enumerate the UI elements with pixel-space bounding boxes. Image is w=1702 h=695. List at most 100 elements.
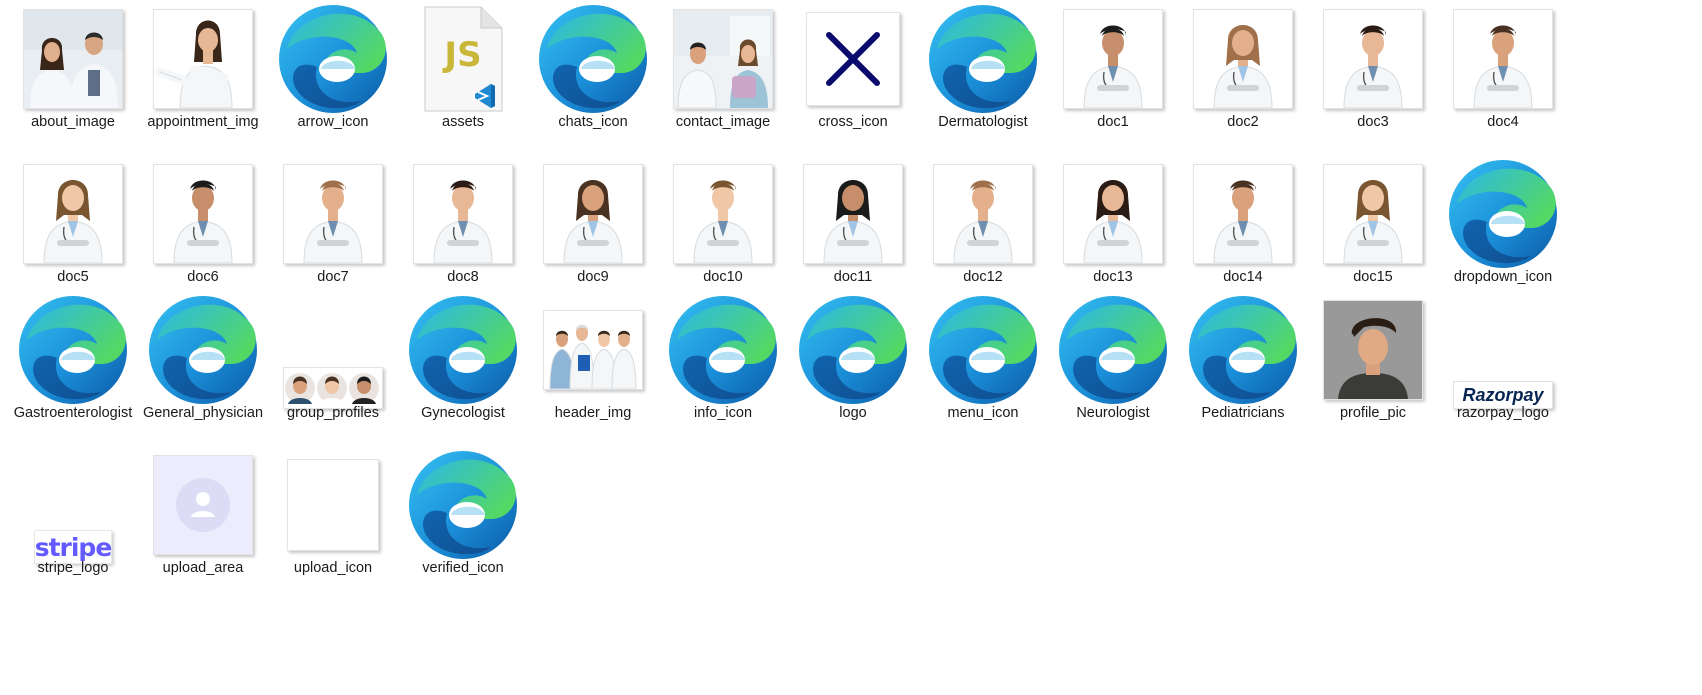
file-name-label: Dermatologist (938, 114, 1028, 130)
image-thumbnail (1453, 9, 1553, 109)
file-thumbnail (138, 291, 268, 409)
file-item[interactable]: dropdown_icon (1438, 155, 1568, 305)
image-thumbnail (23, 9, 123, 109)
file-item[interactable]: logo (788, 291, 918, 441)
file-item[interactable]: Dermatologist (918, 0, 1048, 150)
file-thumbnail (918, 291, 1048, 409)
file-thumbnail (1048, 291, 1178, 409)
file-thumbnail (8, 291, 138, 409)
upload-icon-thumbnail (287, 459, 379, 551)
file-item[interactable]: Gynecologist (398, 291, 528, 441)
edge-browser-icon (1057, 294, 1169, 406)
file-item[interactable]: upload_area (138, 446, 268, 596)
image-thumbnail (153, 9, 253, 109)
file-item[interactable]: doc12 (918, 155, 1048, 305)
file-item[interactable]: stripe stripe_logo (8, 446, 138, 596)
file-name-label: contact_image (675, 114, 771, 130)
file-name-label: upload_icon (293, 560, 373, 576)
razorpay-wordmark: Razorpay (1462, 384, 1544, 405)
file-item[interactable]: doc7 (268, 155, 398, 305)
file-name-label: General_physician (142, 405, 264, 421)
file-item[interactable]: header_img (528, 291, 658, 441)
file-item[interactable]: General_physician (138, 291, 268, 441)
file-name-label: header_img (554, 405, 632, 421)
file-item[interactable]: verified_icon (398, 446, 528, 596)
file-item[interactable]: doc3 (1308, 0, 1438, 150)
file-item[interactable]: profile_pic (1308, 291, 1438, 441)
edge-browser-icon (1447, 158, 1559, 270)
file-thumbnail (788, 155, 918, 273)
file-name-label: doc5 (57, 269, 89, 285)
file-name-label: verified_icon (422, 560, 504, 576)
file-thumbnail: JS (398, 0, 528, 118)
image-thumbnail (933, 164, 1033, 264)
edge-browser-icon (797, 294, 909, 406)
file-name-label: Neurologist (1076, 405, 1150, 421)
file-thumbnail (1308, 155, 1438, 273)
file-item[interactable]: Pediatricians (1178, 291, 1308, 441)
file-item[interactable]: cross_icon (788, 0, 918, 150)
file-thumbnail (268, 291, 398, 409)
javascript-file-icon: JS (423, 6, 503, 112)
file-name-label: doc4 (1487, 114, 1519, 130)
image-thumbnail (283, 164, 383, 264)
file-name-label: appointment_img (147, 114, 259, 130)
file-item[interactable]: about_image (8, 0, 138, 150)
file-thumbnail (528, 0, 658, 118)
file-item[interactable]: appointment_img (138, 0, 268, 150)
file-thumbnail (918, 155, 1048, 273)
image-thumbnail (543, 310, 643, 390)
file-item[interactable]: group_profiles (268, 291, 398, 441)
file-thumbnail (398, 155, 528, 273)
file-item[interactable]: doc2 (1178, 0, 1308, 150)
stripe-logo-thumbnail: stripe (34, 530, 112, 564)
image-thumbnail (543, 164, 643, 264)
cross-icon (806, 12, 900, 106)
file-item[interactable]: doc13 (1048, 155, 1178, 305)
file-item[interactable]: doc15 (1308, 155, 1438, 305)
image-thumbnail (673, 164, 773, 264)
file-thumbnail (268, 0, 398, 118)
file-item[interactable]: arrow_icon (268, 0, 398, 150)
file-thumbnail (658, 291, 788, 409)
file-item[interactable]: doc6 (138, 155, 268, 305)
file-item[interactable]: doc1 (1048, 0, 1178, 150)
file-thumbnail (528, 291, 658, 409)
file-name-label: doc15 (1353, 269, 1393, 285)
file-name-label: razorpay_logo (1457, 405, 1549, 421)
file-thumbnail (1178, 291, 1308, 409)
file-name-label: doc14 (1223, 269, 1263, 285)
file-item[interactable]: doc14 (1178, 155, 1308, 305)
file-name-label: chats_icon (558, 114, 628, 130)
file-name-label: doc11 (833, 269, 873, 285)
file-name-label: about_image (31, 114, 115, 130)
file-thumbnail (8, 155, 138, 273)
file-item[interactable]: info_icon (658, 291, 788, 441)
file-item[interactable]: doc4 (1438, 0, 1568, 150)
file-item[interactable]: doc8 (398, 155, 528, 305)
file-name-label: doc3 (1357, 114, 1389, 130)
file-item[interactable]: chats_icon (528, 0, 658, 150)
razorpay-logo-thumbnail: Razorpay (1453, 381, 1553, 409)
edge-browser-icon (537, 3, 649, 115)
file-item[interactable]: Gastroenterologist (8, 291, 138, 441)
file-thumbnail (1048, 0, 1178, 118)
file-item[interactable]: doc11 (788, 155, 918, 305)
file-item[interactable]: doc10 (658, 155, 788, 305)
image-thumbnail (1193, 9, 1293, 109)
file-thumbnail (658, 0, 788, 118)
image-thumbnail (413, 164, 513, 264)
file-item[interactable]: Razorpay razorpay_logo (1438, 291, 1568, 441)
file-item[interactable]: upload_icon (268, 446, 398, 596)
file-thumbnail (658, 155, 788, 273)
file-item[interactable]: Neurologist (1048, 291, 1178, 441)
file-thumbnail (1048, 155, 1178, 273)
file-item[interactable]: menu_icon (918, 291, 1048, 441)
file-thumbnail (1438, 155, 1568, 273)
file-thumbnail: stripe (8, 446, 138, 564)
file-item[interactable]: doc9 (528, 155, 658, 305)
edge-browser-icon (407, 449, 519, 561)
file-item[interactable]: contact_image (658, 0, 788, 150)
file-item[interactable]: JS assets (398, 0, 528, 150)
file-item[interactable]: doc5 (8, 155, 138, 305)
